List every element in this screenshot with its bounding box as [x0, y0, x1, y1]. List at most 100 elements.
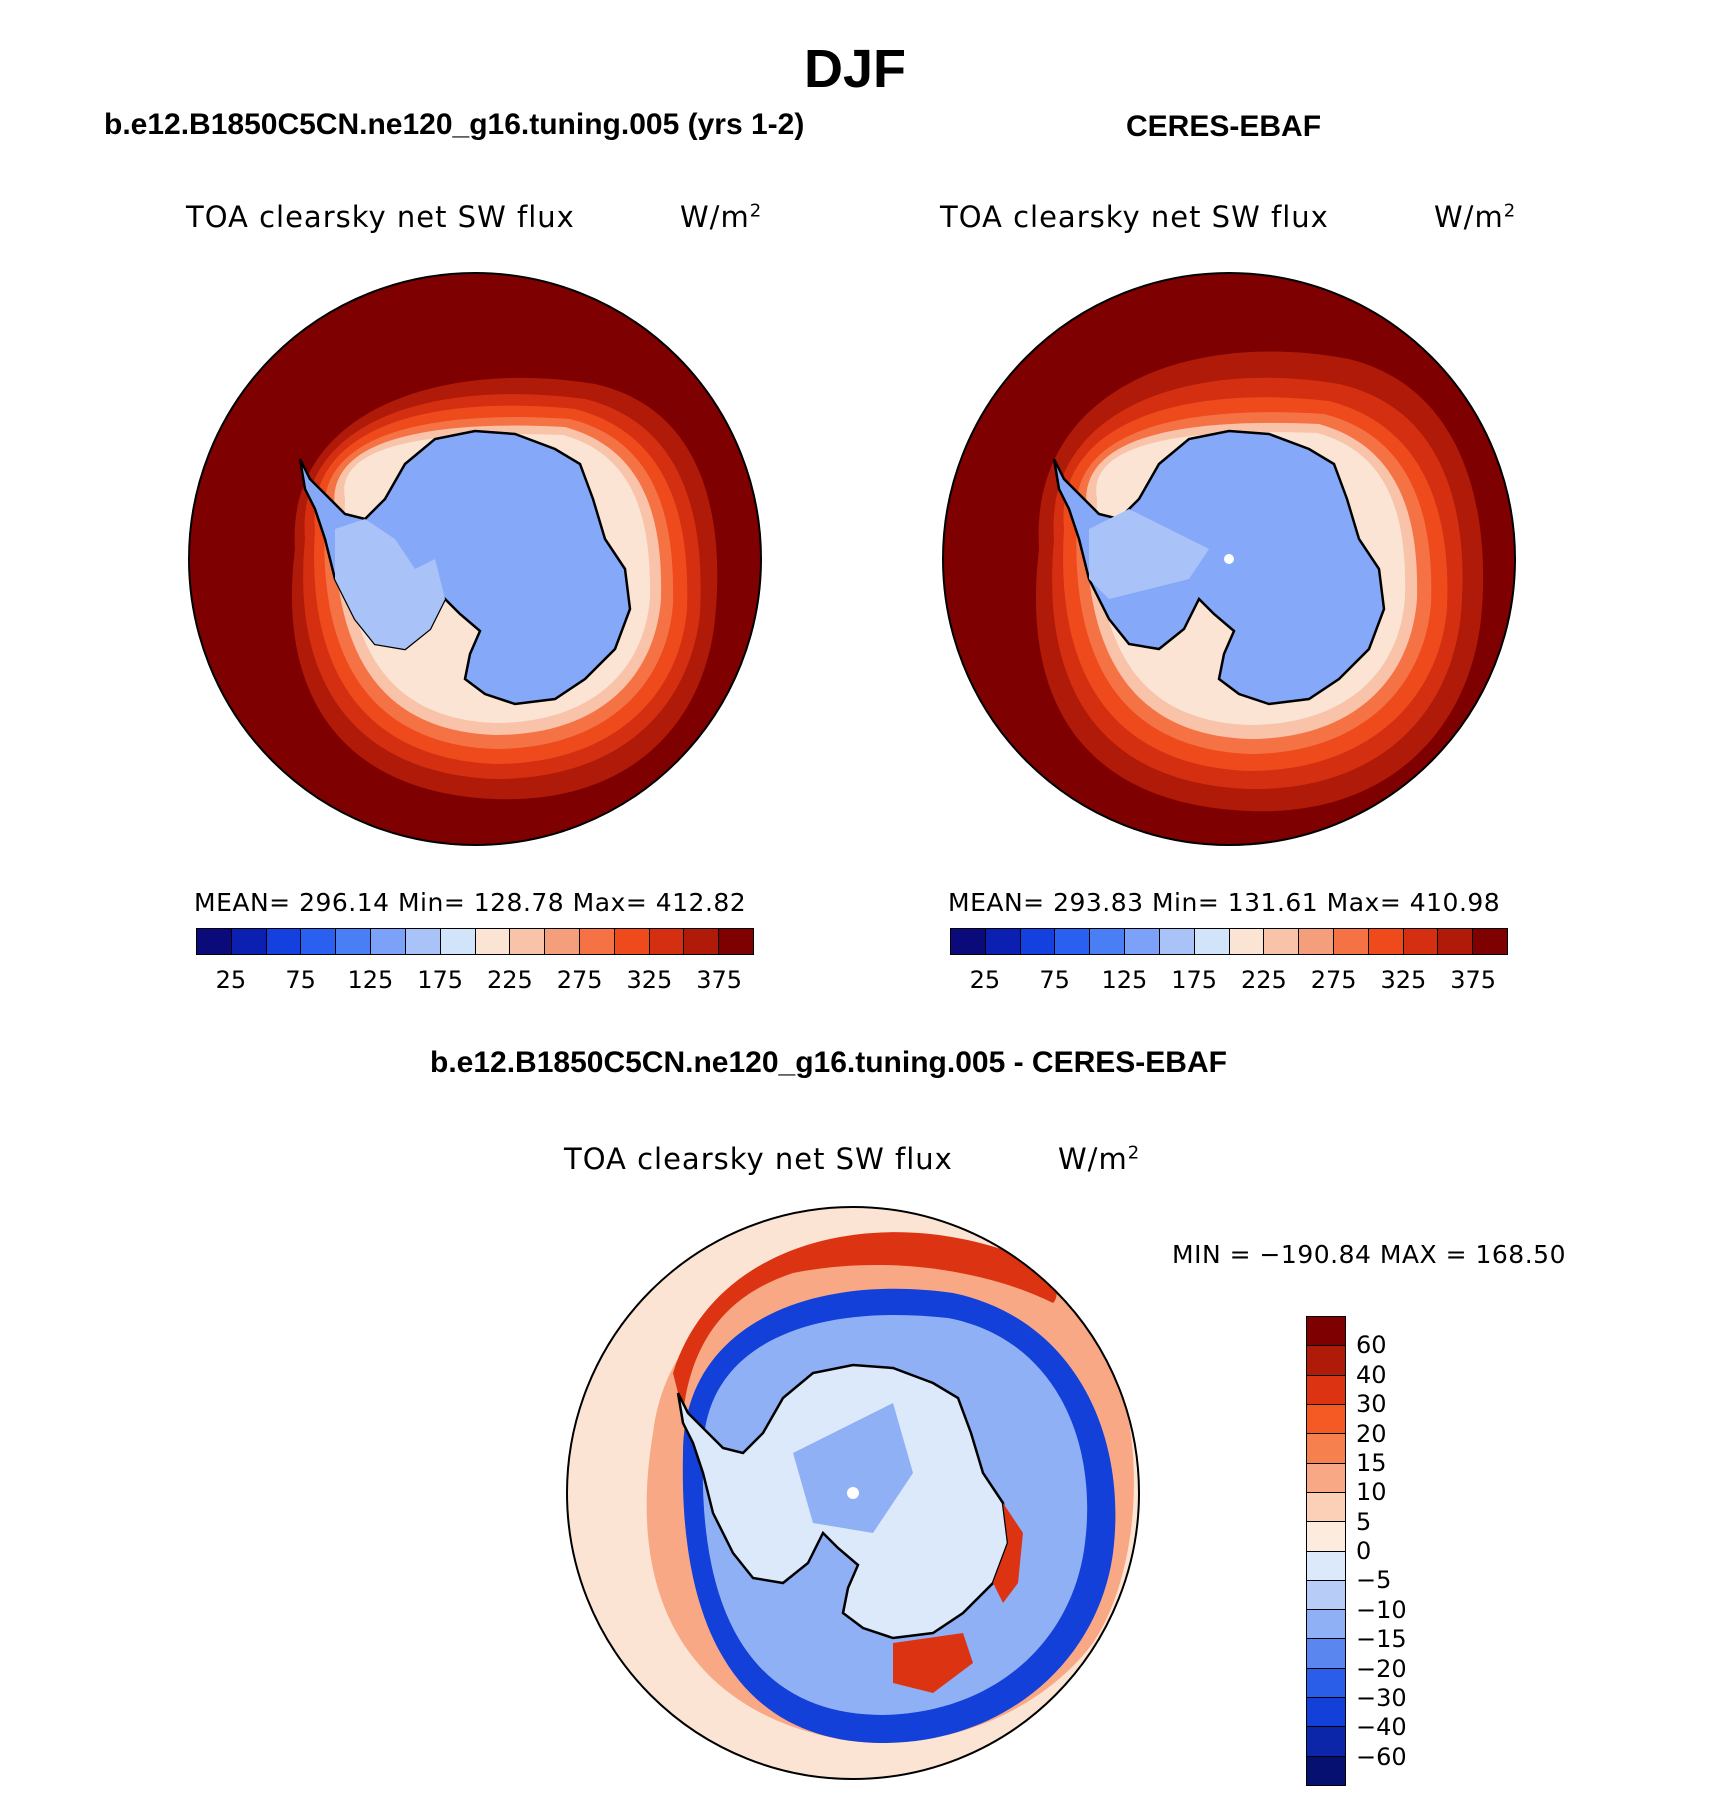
panel2-colorbar-cell [1055, 929, 1091, 954]
panel1-stats: MEAN= 296.14 Min= 128.78 Max= 412.82 [194, 888, 747, 917]
panel3-colorbar-cell [1307, 1434, 1345, 1464]
panel2-colorbar-tick: 325 [1380, 966, 1427, 994]
panel1-subtitle: b.e12.B1850C5CN.ne120_g16.tuning.005 (yr… [104, 108, 805, 141]
panel3-colorbar-tick: 20 [1356, 1419, 1387, 1448]
panel2-colorbar-tick: 375 [1450, 966, 1497, 994]
panel2-colorbar-tick: 125 [1101, 966, 1148, 994]
panel1-units: W/m2 [680, 200, 763, 234]
panel3-colorbar-tick: 60 [1356, 1331, 1387, 1360]
panel2-colorbar-tick: 225 [1240, 966, 1287, 994]
panel2-colorbar-cell [1368, 929, 1404, 954]
panel3-colorbar-tick: −5 [1356, 1566, 1392, 1595]
panel3-colorbar-ticks: 60 40 30 20 15 10 5 0 −5 −10 −15 −20 −30 −40 −60 [1356, 1316, 1436, 1786]
panel1-colorbar-tick: 325 [626, 966, 673, 994]
panel2-subtitle: CERES-EBAF [1126, 110, 1322, 143]
panel1-colorbar-ticks: 25 75 125 175 225 275 325 375 [196, 966, 754, 996]
panel3-pole-hole [847, 1487, 859, 1499]
panel1-colorbar [196, 928, 754, 955]
panel3-colorbar-cell [1307, 1375, 1345, 1405]
panel1-colorbar-cell [440, 929, 476, 954]
panel2-colorbar-cell [1159, 929, 1195, 954]
panel1-colorbar-tick: 125 [347, 966, 394, 994]
panel3-subtitle: b.e12.B1850C5CN.ne120_g16.tuning.005 - C… [430, 1046, 1227, 1079]
panel3-colorbar [1306, 1316, 1346, 1786]
panel1-colorbar-cell [684, 929, 720, 954]
panel1-colorbar-cell [579, 929, 615, 954]
panel1-colorbar-cell [336, 929, 372, 954]
panel3-polar-map [566, 1206, 1140, 1780]
panel3-colorbar-cell [1307, 1698, 1345, 1728]
panel2-colorbar-cell [1473, 929, 1507, 954]
panel2-colorbar-cell [1125, 929, 1160, 954]
panel1-colorbar-cell [266, 929, 302, 954]
panel3-colorbar-cell [1307, 1639, 1345, 1669]
panel3-colorbar-cell [1307, 1580, 1345, 1611]
panel1-colorbar-cell [649, 929, 685, 954]
panel3-colorbar-tick: 0 [1356, 1537, 1372, 1565]
panel2-colorbar-tick: 75 [1039, 966, 1070, 994]
panel1-colorbar-cell [475, 929, 511, 954]
panel2-pole-hole [1224, 554, 1234, 564]
panel2-colorbar-cell [951, 929, 986, 954]
panel1-colorbar-cell [301, 929, 337, 954]
panel3-colorbar-cell [1307, 1317, 1345, 1347]
panel3-minmax: MIN = −190.84 MAX = 168.50 [1172, 1240, 1566, 1269]
panel3-interior-blue [793, 1403, 913, 1533]
panel1-colorbar-tick: 375 [696, 966, 743, 994]
panel1-colorbar-cell [510, 929, 546, 954]
panel3-colorbar-tick: 5 [1356, 1507, 1372, 1536]
panel2-colorbar-ticks: 25 75 125 175 225 275 325 375 [950, 966, 1508, 996]
panel3-variable-label: TOA clearsky net SW flux [564, 1142, 953, 1176]
panel2-ice-patch [1089, 509, 1209, 599]
panel3-colorbar-tick: −20 [1356, 1654, 1407, 1683]
panel2-colorbar-tick: 275 [1310, 966, 1357, 994]
panel1-colorbar-tick: 25 [215, 966, 247, 994]
panel1-colorbar-tick: 275 [556, 966, 603, 994]
panel3-colorbar-tick: 40 [1356, 1360, 1387, 1389]
panel3-coastal-red [993, 1503, 1023, 1603]
panel3-colorbar-tick: −15 [1356, 1625, 1407, 1654]
panel3-colorbar-cell [1307, 1551, 1345, 1581]
panel3-red-arc [673, 1232, 1057, 1413]
panel1-colorbar-cell [405, 929, 441, 954]
panel2-units: W/m2 [1434, 200, 1517, 234]
panel2-colorbar-cell [1194, 929, 1230, 954]
panel1-colorbar-tick: 75 [285, 966, 316, 994]
panel1-colorbar-cell [545, 929, 580, 954]
panel2-colorbar-tick: 25 [969, 966, 1001, 994]
panel3-colorbar-cell [1307, 1756, 1345, 1785]
panel2-colorbar-cell [1299, 929, 1334, 954]
panel3-colorbar-cell [1307, 1727, 1345, 1757]
panel3-colorbar-cell [1307, 1346, 1345, 1376]
panel3-colorbar-cell [1307, 1668, 1345, 1699]
panel1-colorbar-cell [719, 929, 753, 954]
panel2-colorbar-tick: 175 [1171, 966, 1218, 994]
panel1-polar-map [188, 272, 762, 846]
panel3-colorbar-tick: −60 [1356, 1742, 1407, 1771]
panel3-colorbar-cell [1307, 1522, 1345, 1552]
panel2-colorbar-cell [1403, 929, 1439, 954]
panel1-colorbar-tick: 175 [417, 966, 464, 994]
panel2-stats: MEAN= 293.83 Min= 131.61 Max= 410.98 [948, 888, 1501, 917]
panel2-colorbar-cell [1020, 929, 1056, 954]
panel3-colorbar-cell [1307, 1463, 1345, 1493]
panel3-colorbar-tick: −10 [1356, 1595, 1407, 1624]
panel2-colorbar-cell [1333, 929, 1369, 954]
panel1-ice-shelf [335, 519, 445, 649]
panel1-colorbar-cell [231, 929, 267, 954]
panel3-colorbar-tick: 10 [1356, 1478, 1387, 1507]
panel1-colorbar-tick: 225 [486, 966, 533, 994]
panel1-colorbar-cell [614, 929, 650, 954]
panel1-colorbar-cell [197, 929, 232, 954]
panel3-colorbar-tick: 15 [1356, 1448, 1387, 1477]
panel3-colorbar-tick: −40 [1356, 1713, 1407, 1742]
panel3-colorbar-cell [1307, 1492, 1345, 1523]
panel1-colorbar-cell [371, 929, 406, 954]
panel3-south-red [893, 1633, 973, 1693]
panel3-units: W/m2 [1058, 1142, 1141, 1176]
panel2-variable-label: TOA clearsky net SW flux [940, 200, 1329, 234]
panel2-polar-map [942, 272, 1516, 846]
panel2-colorbar-cell [1229, 929, 1265, 954]
panel2-antarctica [1052, 429, 1386, 706]
panel2-colorbar-cell [1090, 929, 1126, 954]
